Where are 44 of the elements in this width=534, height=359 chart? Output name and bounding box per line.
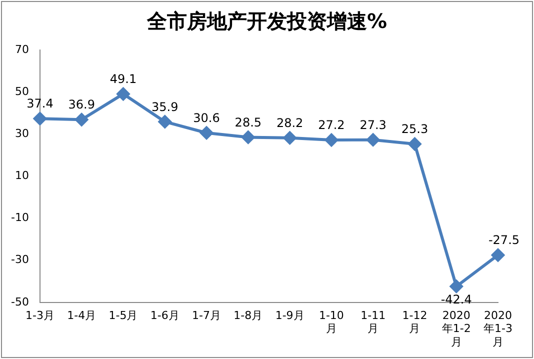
point xyxy=(200,126,214,140)
data-label: 36.9 xyxy=(68,98,95,112)
point xyxy=(283,131,296,144)
x-tick-label: 1-11月 xyxy=(360,308,386,336)
x-tick-label: 1-9月 xyxy=(275,308,304,322)
point xyxy=(116,87,130,100)
x-tick-label: 1-6月 xyxy=(150,308,180,322)
point xyxy=(75,113,88,126)
data-label: -27.5 xyxy=(488,233,520,248)
data-label: 28.5 xyxy=(234,115,262,130)
y-tick-label: 70 xyxy=(14,42,29,56)
data-label: 25.3 xyxy=(401,122,428,136)
y-tick-label: -30 xyxy=(11,253,29,266)
point xyxy=(450,280,463,293)
x-tick-label: 1-3月 xyxy=(25,308,54,322)
x-tick-label: 1-8月 xyxy=(234,308,263,322)
x-tick-label: 1-10月 xyxy=(318,308,344,336)
point xyxy=(242,130,255,144)
y-tick-label: -50 xyxy=(11,295,29,308)
point xyxy=(492,248,504,262)
data-label: -42.4 xyxy=(440,292,472,307)
data-label: 30.6 xyxy=(193,110,220,125)
data-label: 49.1 xyxy=(110,72,137,86)
point xyxy=(408,138,422,151)
y-tick-label: -10 xyxy=(11,211,29,224)
x-tick-label: 1-5月 xyxy=(108,308,138,322)
x-tick-label: 1-4月 xyxy=(67,308,96,322)
point xyxy=(158,115,172,128)
x-tick-label: 1-12月 xyxy=(402,308,428,336)
data-label: 27.3 xyxy=(360,118,386,132)
data-label: 28.2 xyxy=(276,116,304,130)
point xyxy=(324,134,338,147)
chart-title: 全市房地产开发投资增速% xyxy=(146,8,388,35)
y-tick-label: 50 xyxy=(14,84,29,98)
data-label: 37.4 xyxy=(26,96,54,111)
x-tick-label: 2020年1-3月 xyxy=(484,308,512,348)
data-label: 27.2 xyxy=(318,118,345,132)
point xyxy=(366,133,380,146)
data-label: 35.9 xyxy=(152,100,178,114)
x-tick-label: 1-7月 xyxy=(192,308,222,322)
point xyxy=(33,112,46,126)
y-tick-label: 10 xyxy=(14,169,29,182)
x-tick-label: 2020年1-2月 xyxy=(442,308,471,348)
y-tick-label: 30 xyxy=(14,126,29,140)
